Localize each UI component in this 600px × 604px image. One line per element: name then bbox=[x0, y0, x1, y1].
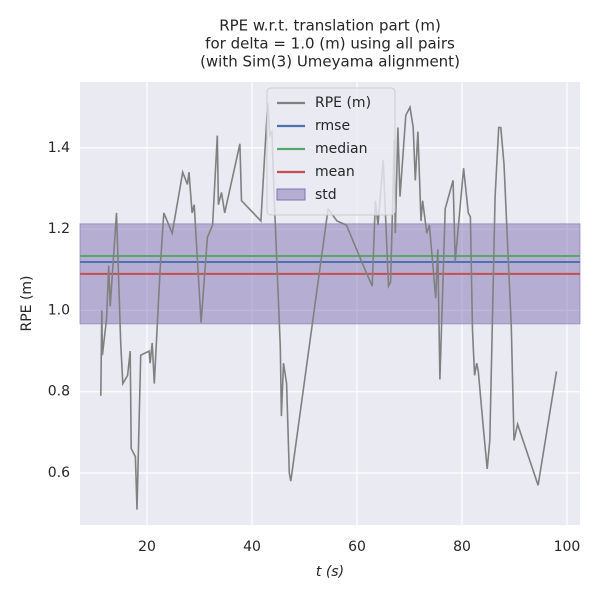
y-axis-label: RPE (m) bbox=[19, 275, 35, 331]
chart-title: RPE w.r.t. translation part (m) bbox=[219, 17, 441, 35]
y-tick-label: 1.0 bbox=[48, 302, 70, 318]
y-tick-label: 0.6 bbox=[48, 465, 70, 481]
legend-box bbox=[266, 87, 396, 216]
data-line bbox=[100, 103, 558, 510]
legend-label: RPE (m) bbox=[315, 95, 371, 111]
y-tick-label: 1.4 bbox=[48, 140, 70, 156]
chart-title: (with Sim(3) Umeyama alignment) bbox=[200, 53, 460, 71]
legend: RPE (m) rmse median mean std bbox=[266, 87, 396, 216]
chart-title: for delta = 1.0 (m) using all pairs bbox=[205, 35, 455, 53]
legend-label: rmse bbox=[315, 118, 350, 134]
x-tick-label: 20 bbox=[138, 539, 156, 555]
x-tick-label: 80 bbox=[453, 539, 471, 555]
y-tick-label: 0.8 bbox=[48, 384, 70, 400]
legend-swatch bbox=[276, 188, 306, 201]
x-tick-label: 100 bbox=[554, 539, 581, 555]
x-tick-label: 60 bbox=[348, 539, 366, 555]
legend-label: mean bbox=[315, 164, 355, 180]
x-axis-label: t (s) bbox=[316, 564, 344, 580]
legend-label: std bbox=[315, 187, 337, 203]
legend-label: median bbox=[315, 141, 367, 157]
y-tick-label: 1.2 bbox=[48, 221, 70, 237]
x-tick-label: 40 bbox=[243, 539, 261, 555]
